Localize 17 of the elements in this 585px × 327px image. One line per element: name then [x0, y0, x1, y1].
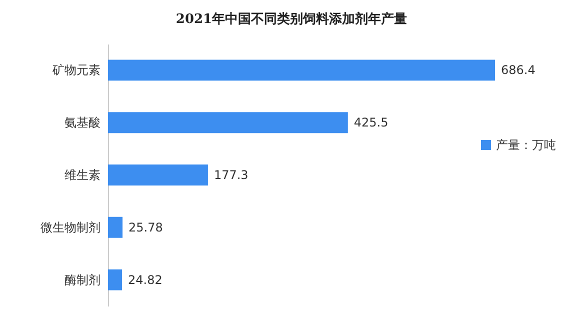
- legend-label: 产量：万吨: [496, 138, 556, 152]
- bar: [108, 112, 348, 134]
- chart-title: 2021年中国不同类别饲料添加剂年产量: [176, 11, 408, 27]
- y-tick-label: 氨基酸: [64, 116, 100, 130]
- data-label: 24.82: [128, 272, 162, 287]
- bar: [108, 269, 122, 290]
- y-tick-label: 酶制剂: [64, 272, 100, 287]
- y-tick-label: 矿物元素: [52, 63, 100, 78]
- y-tick-label: 维生素: [64, 168, 100, 182]
- bar: [108, 60, 495, 81]
- data-label: 425.5: [354, 116, 388, 130]
- bar: [108, 216, 123, 238]
- data-label: 177.3: [214, 168, 248, 182]
- data-label: 686.4: [501, 63, 536, 78]
- bar: [108, 164, 208, 186]
- y-tick-label: 微生物制剂: [40, 220, 100, 234]
- data-label: 25.78: [128, 220, 163, 234]
